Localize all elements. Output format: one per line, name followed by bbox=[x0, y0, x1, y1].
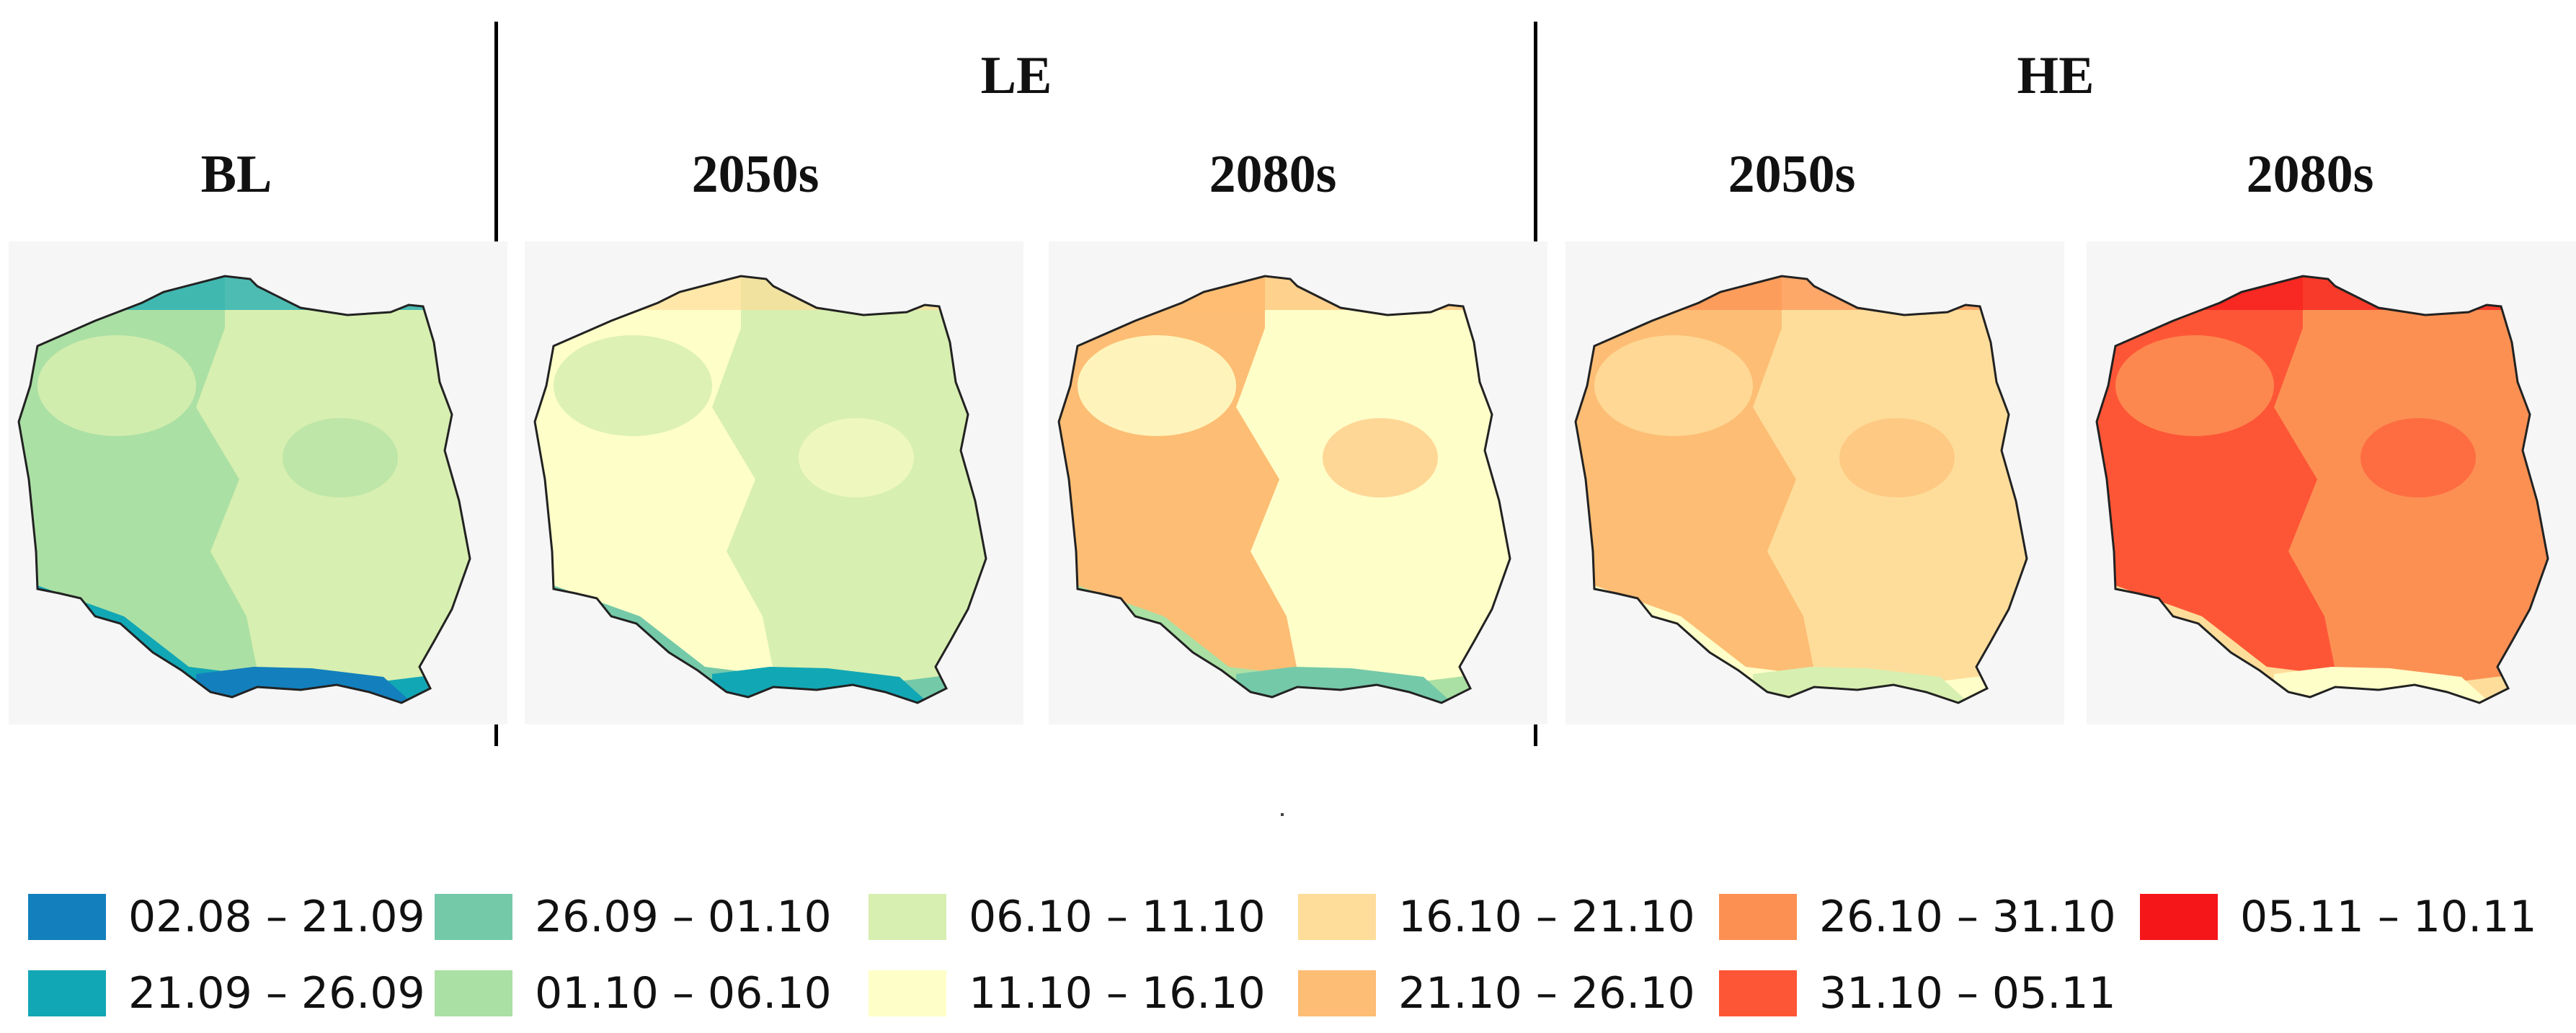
map-region-center-west bbox=[2151, 436, 2281, 523]
map-region-center-west bbox=[590, 436, 719, 523]
choropleth-map bbox=[2095, 275, 2549, 704]
legend-item: 31.10 – 05.11 bbox=[1718, 965, 2116, 1022]
panel-label-bl: BL bbox=[200, 145, 272, 204]
legend-label: 16.10 – 21.10 bbox=[1398, 892, 1695, 942]
map-region-coast bbox=[19, 276, 470, 310]
map-panel-le-2080 bbox=[1049, 241, 1547, 724]
map-region-coast bbox=[535, 276, 986, 310]
panel-label-le-2080: 2080s bbox=[1209, 145, 1337, 204]
legend-item: 01.10 – 06.10 bbox=[434, 965, 832, 1022]
legend-label: 31.10 – 05.11 bbox=[1819, 968, 2116, 1019]
legend-item: 16.10 – 21.10 bbox=[1297, 888, 1695, 946]
legend-swatch bbox=[27, 893, 107, 941]
legend-swatch bbox=[434, 893, 513, 941]
map-region-center-east bbox=[1839, 418, 1955, 497]
legend-item: 21.10 – 26.10 bbox=[1297, 965, 1695, 1022]
legend-label: 06.10 – 11.10 bbox=[969, 892, 1266, 942]
legend-item: 05.11 – 10.11 bbox=[2139, 888, 2537, 946]
legend-label: 26.10 – 31.10 bbox=[1819, 892, 2116, 942]
stray-dot bbox=[1281, 813, 1284, 816]
map-region-northwest bbox=[1594, 335, 1753, 436]
map-region-center-east bbox=[2360, 418, 2476, 497]
map-panel-he-2050 bbox=[1565, 241, 2064, 724]
legend-item: 26.10 – 31.10 bbox=[1718, 888, 2116, 946]
panel-label-he-2050: 2050s bbox=[1728, 145, 1856, 204]
map-region-coast bbox=[1576, 276, 2027, 310]
map-panel-le-2050 bbox=[525, 241, 1023, 724]
country-border bbox=[1574, 275, 2028, 704]
legend-item: 11.10 – 16.10 bbox=[868, 965, 1266, 1022]
map-region-center-east bbox=[1323, 418, 1438, 497]
group-label-le: LE bbox=[980, 46, 1052, 105]
map-region-northwest bbox=[554, 335, 712, 436]
legend-swatch bbox=[1297, 893, 1377, 941]
legend-label: 26.09 – 01.10 bbox=[535, 892, 832, 942]
map-panel-he-2080 bbox=[2087, 241, 2576, 724]
legend-item: 21.09 – 26.09 bbox=[27, 965, 425, 1022]
map-region-center-west bbox=[1114, 436, 1243, 523]
country-border bbox=[1057, 275, 1511, 704]
map-region-northwest bbox=[1078, 335, 1236, 436]
map-region-coast bbox=[1059, 276, 1510, 310]
map-region-center-west bbox=[1630, 436, 1760, 523]
legend-swatch bbox=[1297, 970, 1377, 1017]
legend-swatch bbox=[868, 970, 947, 1017]
country-border bbox=[2095, 275, 2549, 704]
legend-label: 02.08 – 21.09 bbox=[128, 892, 425, 942]
legend-swatch bbox=[434, 970, 513, 1017]
map-region-center-east bbox=[283, 418, 398, 497]
legend-swatch bbox=[868, 893, 947, 941]
panel-label-he-2080: 2080s bbox=[2246, 145, 2374, 204]
map-region-northwest bbox=[2115, 335, 2274, 436]
choropleth-map bbox=[1574, 275, 2028, 704]
legend-item: 06.10 – 11.10 bbox=[868, 888, 1266, 946]
legend-label: 21.10 – 26.10 bbox=[1398, 968, 1695, 1019]
choropleth-map bbox=[17, 275, 471, 704]
map-panel-bl bbox=[9, 241, 507, 724]
legend-label: 21.09 – 26.09 bbox=[128, 968, 425, 1019]
country-border bbox=[533, 275, 987, 704]
panel-label-le-2050: 2050s bbox=[691, 145, 820, 204]
legend-label: 11.10 – 16.10 bbox=[969, 968, 1266, 1019]
choropleth-map bbox=[533, 275, 987, 704]
legend-swatch bbox=[1718, 893, 1798, 941]
legend-swatch bbox=[1718, 970, 1798, 1017]
map-region-northwest bbox=[37, 335, 196, 436]
country-border bbox=[17, 275, 471, 704]
legend-label: 01.10 – 06.10 bbox=[535, 968, 832, 1019]
legend-swatch bbox=[27, 970, 107, 1017]
legend-swatch bbox=[2139, 893, 2219, 941]
group-label-he: HE bbox=[2017, 46, 2095, 105]
legend-item: 26.09 – 01.10 bbox=[434, 888, 832, 946]
legend-label: 05.11 – 10.11 bbox=[2240, 892, 2537, 942]
map-region-center-west bbox=[74, 436, 203, 523]
map-region-center-east bbox=[799, 418, 914, 497]
choropleth-map bbox=[1057, 275, 1511, 704]
map-region-coast bbox=[2097, 276, 2548, 310]
legend-item: 02.08 – 21.09 bbox=[27, 888, 425, 946]
